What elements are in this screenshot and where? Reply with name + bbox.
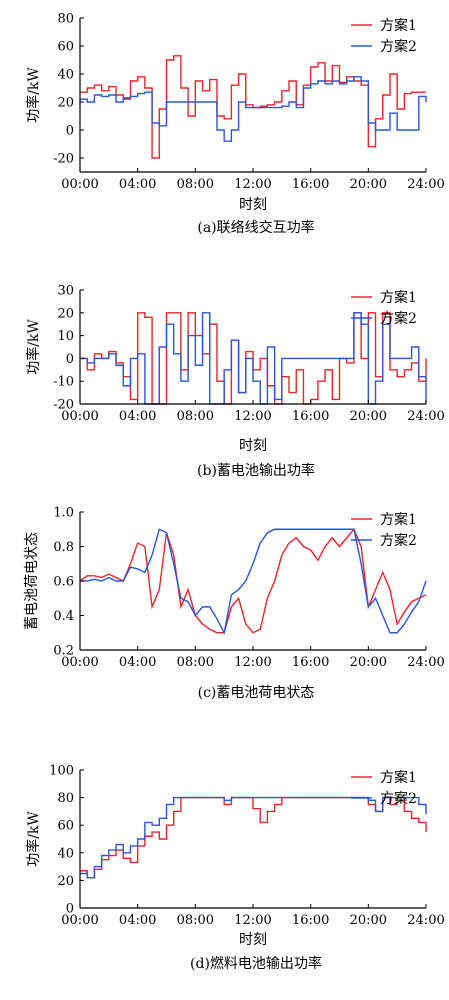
legend-label: 方案2 — [380, 532, 417, 549]
legend-label: 方案2 — [380, 38, 417, 55]
y-tick-label: 10 — [57, 329, 74, 344]
series-line-1 — [79, 527, 427, 634]
chart-4: 00:00 04:00 08:00 12:00 16:00 20:00 24:00 0 20 40… — [25, 764, 445, 973]
y-tick-label: -20 — [53, 398, 74, 413]
y-tick-label: 100 — [49, 764, 74, 779]
x-tick-label: 08:00 — [177, 177, 214, 192]
y-tick-label: 20 — [57, 96, 74, 111]
y-tick-label: 40 — [57, 68, 74, 83]
y-tick-label: 80 — [57, 791, 74, 806]
x-tick-label: 24:00 — [407, 913, 444, 928]
y-tick-label: 30 — [57, 284, 74, 299]
series-line-2 — [80, 796, 427, 879]
y-tick-label: -10 — [53, 375, 74, 390]
y-axis-label: 功率/kW — [25, 319, 42, 375]
x-tick-label: 04:00 — [119, 409, 156, 424]
chart-caption: (a)联络线交互功率 — [197, 219, 314, 236]
x-tick-label: 16:00 — [292, 409, 329, 424]
x-axis-label: 时刻 — [239, 197, 267, 213]
legend-label: 方案1 — [380, 289, 417, 306]
x-tick-label: 00:00 — [61, 913, 98, 928]
y-tick-label: 80 — [57, 12, 74, 27]
x-tick-label: 20:00 — [350, 655, 387, 670]
y-tick-label: 0 — [66, 902, 74, 917]
x-tick-label: 12:00 — [234, 655, 271, 670]
y-tick-label: 20 — [57, 874, 74, 889]
legend-label: 方案1 — [380, 769, 417, 786]
y-tick-label: 1.0 — [53, 506, 74, 521]
y-tick-label: 0 — [66, 352, 74, 367]
x-tick-label: 24:00 — [407, 409, 444, 424]
y-tick-label: 0.4 — [53, 609, 74, 624]
series-line-2 — [80, 312, 427, 405]
x-tick-label: 08:00 — [177, 409, 214, 424]
x-tick-label: 00:00 — [61, 655, 98, 670]
x-tick-label: 24:00 — [407, 177, 444, 192]
legend-label: 方案1 — [380, 511, 417, 528]
x-tick-label: 20:00 — [350, 913, 387, 928]
x-axis-label: 时刻 — [239, 932, 267, 948]
y-axis-label: 功率/kW — [25, 811, 42, 867]
chart-caption: (d)燃料电池输出功率 — [190, 955, 322, 972]
x-tick-label: 12:00 — [234, 913, 271, 928]
x-tick-label: 24:00 — [407, 655, 444, 670]
x-axis-label: 时刻 — [239, 438, 267, 454]
x-tick-label: 00:00 — [61, 409, 98, 424]
x-tick-label: 04:00 — [119, 177, 156, 192]
y-tick-label: 0.2 — [53, 644, 74, 659]
x-tick-label: 08:00 — [177, 655, 214, 670]
y-tick-label: 40 — [57, 846, 74, 861]
x-tick-label: 20:00 — [350, 177, 387, 192]
y-axis-label: 功率/kW — [25, 67, 42, 123]
chart-3: 00:00 04:00 08:00 12:00 16:00 20:00 24:00 0.2 0.… — [24, 506, 445, 702]
y-tick-label: 60 — [57, 819, 74, 834]
y-tick-label: 0 — [66, 124, 74, 139]
legend-label: 方案1 — [380, 17, 417, 34]
x-tick-label: 00:00 — [61, 177, 98, 192]
x-tick-label: 12:00 — [234, 177, 271, 192]
legend-label: 方案2 — [380, 790, 417, 807]
chart-1: 00:00 04:00 08:00 12:00 16:00 20:00 24:00 -20 0 2… — [25, 12, 445, 237]
chart-2: 00:00 04:00 08:00 12:00 16:00 20:00 24:00 -20 -1… — [25, 284, 445, 480]
x-tick-label: 12:00 — [234, 409, 271, 424]
x-tick-label: 20:00 — [350, 409, 387, 424]
x-tick-label: 08:00 — [177, 913, 214, 928]
x-tick-label: 16:00 — [292, 177, 329, 192]
series-line-2 — [80, 76, 427, 142]
series-line-1 — [80, 55, 426, 159]
x-tick-label: 04:00 — [119, 913, 156, 928]
series-line-1 — [80, 796, 427, 879]
legend-label: 方案2 — [380, 310, 417, 327]
y-tick-label: 20 — [57, 306, 74, 321]
chart-caption: (b)蓄电池输出功率 — [197, 462, 315, 479]
chart-caption: (c)蓄电池荷电状态 — [198, 685, 315, 701]
x-tick-label: 16:00 — [292, 913, 329, 928]
x-tick-label: 04:00 — [119, 655, 156, 670]
y-axis-label: 蓄电池荷电状态 — [24, 532, 40, 630]
x-tick-label: 16:00 — [292, 655, 329, 670]
y-tick-label: -20 — [53, 152, 74, 167]
y-tick-label: 0.6 — [53, 575, 74, 590]
y-tick-label: 0.8 — [53, 540, 74, 555]
series-line-2 — [80, 528, 427, 635]
y-tick-label: 60 — [57, 40, 74, 55]
series-line-1 — [80, 312, 427, 405]
